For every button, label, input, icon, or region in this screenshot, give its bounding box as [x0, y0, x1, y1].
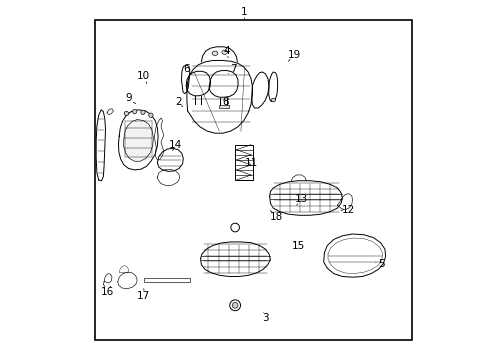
Text: 1: 1: [241, 6, 247, 17]
Polygon shape: [337, 194, 352, 210]
Polygon shape: [118, 272, 137, 289]
Polygon shape: [119, 266, 128, 273]
Text: 15: 15: [291, 240, 305, 251]
Text: 9: 9: [125, 93, 132, 103]
Ellipse shape: [124, 111, 128, 116]
Bar: [218, 105, 228, 108]
Polygon shape: [123, 120, 153, 161]
Text: 5: 5: [377, 258, 384, 269]
Ellipse shape: [232, 302, 238, 308]
Ellipse shape: [132, 109, 137, 114]
Bar: [143, 278, 190, 282]
Ellipse shape: [141, 110, 145, 114]
Bar: [234, 145, 252, 180]
Ellipse shape: [229, 300, 240, 311]
Text: 6: 6: [183, 64, 190, 74]
Polygon shape: [154, 118, 163, 160]
Polygon shape: [209, 71, 238, 97]
Ellipse shape: [230, 223, 239, 232]
Text: 10: 10: [136, 71, 149, 81]
Polygon shape: [118, 110, 158, 170]
Polygon shape: [181, 65, 189, 94]
Text: 11: 11: [244, 158, 257, 168]
Text: 14: 14: [168, 140, 182, 150]
Text: 4: 4: [223, 46, 229, 56]
Text: 13: 13: [294, 194, 307, 204]
Text: 3: 3: [262, 312, 268, 323]
Ellipse shape: [212, 51, 218, 55]
Polygon shape: [107, 109, 113, 114]
Polygon shape: [268, 72, 277, 102]
Text: 18: 18: [269, 212, 282, 222]
Polygon shape: [251, 72, 268, 108]
Polygon shape: [201, 47, 237, 62]
Polygon shape: [104, 274, 112, 283]
Bar: [95, 20, 411, 340]
Polygon shape: [186, 60, 252, 133]
Text: 8: 8: [222, 96, 228, 107]
Text: 19: 19: [287, 50, 300, 60]
Polygon shape: [200, 242, 270, 276]
Ellipse shape: [270, 98, 275, 102]
Polygon shape: [323, 234, 385, 277]
Polygon shape: [157, 148, 183, 171]
Polygon shape: [269, 181, 342, 215]
Text: 7: 7: [229, 64, 236, 74]
Polygon shape: [96, 110, 105, 181]
Polygon shape: [157, 169, 179, 186]
Ellipse shape: [222, 50, 227, 54]
Ellipse shape: [148, 113, 153, 117]
Text: 12: 12: [342, 204, 355, 215]
Text: 16: 16: [100, 287, 113, 297]
Text: 17: 17: [136, 291, 149, 301]
Polygon shape: [186, 71, 210, 96]
Polygon shape: [291, 175, 306, 181]
Text: 2: 2: [175, 96, 182, 107]
